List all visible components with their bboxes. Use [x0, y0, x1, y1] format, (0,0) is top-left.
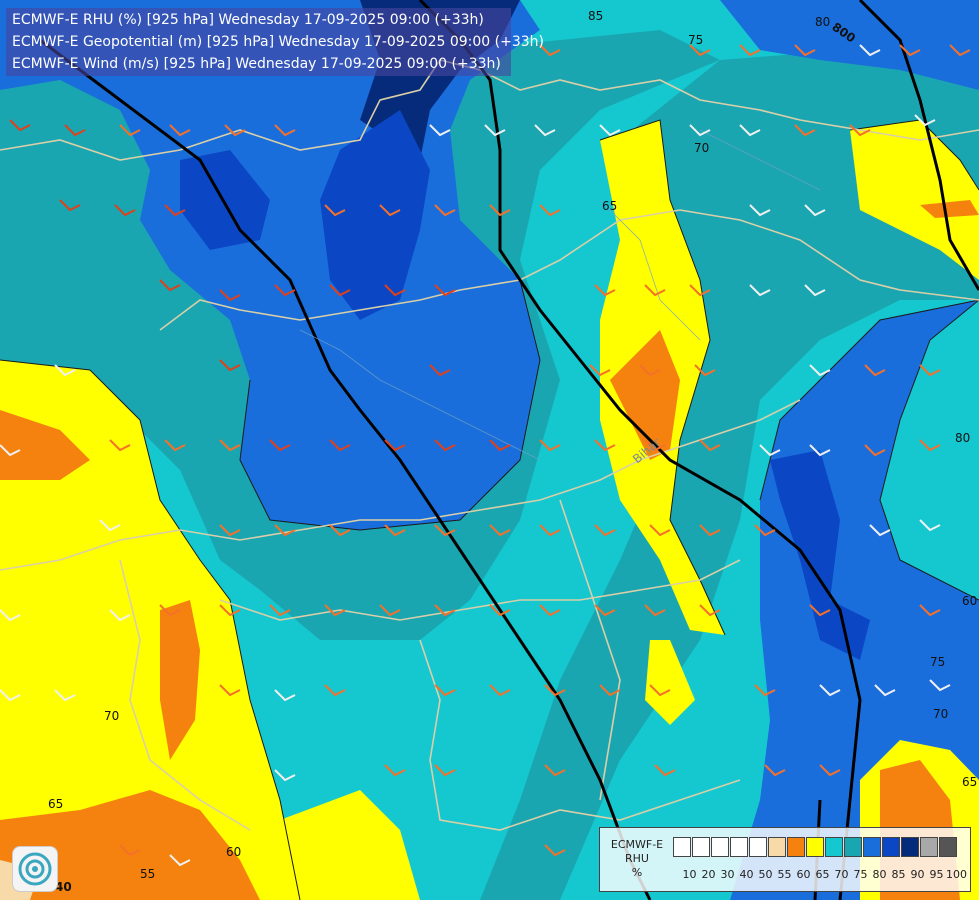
map-title-box: ECMWF-E RHU (%) [925 hPa] Wednesday 17-0… [6, 8, 544, 76]
humidity-zone-85-west [180, 150, 270, 250]
humidity-zone-65-southwest [0, 360, 300, 900]
legend-tick-label: 100 [946, 868, 967, 881]
contour-label: 65 [962, 775, 977, 789]
legend-tick-label: 10 [682, 868, 697, 881]
legend-swatch [673, 837, 691, 857]
legend-swatch [939, 837, 957, 857]
humidity-zone-60-southwest [160, 600, 200, 760]
legend-tick-label: 20 [701, 868, 716, 881]
legend-swatch [711, 837, 729, 857]
wind-barbs [0, 44, 971, 867]
legend-variable: RHU [625, 852, 649, 865]
legend-tick-label: 30 [720, 868, 735, 881]
legend-ticks: 10 20 30 40 50 55 60 65 70 75 80 85 90 95 100 [680, 868, 968, 881]
contour-label: 80 [815, 15, 830, 29]
color-legend: ECMWF-E RHU % 10 20 30 40 50 55 60 65 70 75 80 85 90… [599, 827, 971, 892]
legend-title: ECMWF-E RHU % [604, 838, 670, 880]
legend-swatch [730, 837, 748, 857]
geopotential-title: ECMWF-E Geopotential (m) [925 hPa] Wedne… [12, 34, 544, 50]
humidity-zone-65-south [645, 640, 695, 725]
legend-swatch [882, 837, 900, 857]
geopotential-lines [39, 0, 979, 900]
legend-tick-label: 65 [815, 868, 830, 881]
humidity-zone-85-east [770, 450, 870, 660]
humidity-zone-65-northeast [850, 120, 979, 280]
contour-label: 65 [48, 797, 63, 811]
contour-label: 65 [602, 199, 617, 213]
legend-tick-label: 75 [853, 868, 868, 881]
legend-swatches [673, 837, 958, 857]
rivers [299, 129, 821, 461]
contour-label: 70 [933, 707, 948, 721]
legend-swatch [920, 837, 938, 857]
contour-label: 75 [930, 655, 945, 669]
humidity-zone-60-northeast [920, 200, 979, 218]
legend-tick-label: 60 [796, 868, 811, 881]
contour-label: 60 [962, 594, 977, 608]
rhu-title: ECMWF-E RHU (%) [925 hPa] Wednesday 17-0… [12, 12, 484, 28]
legend-tick-label: 85 [891, 868, 906, 881]
legend-tick-label: 40 [739, 868, 754, 881]
humidity-zone-85-central [320, 110, 430, 320]
contour-label: 85 [588, 9, 603, 23]
humidity-zone-75-east [480, 40, 979, 900]
legend-swatch [768, 837, 786, 857]
contour-label: 55 [140, 867, 155, 881]
contour-label: 40 [55, 880, 72, 894]
humidity-contours [0, 119, 979, 900]
legend-model: ECMWF-E [610, 838, 664, 851]
humidity-zone-65-south-center [280, 790, 420, 900]
contour-label: 70 [694, 141, 709, 155]
legend-swatch [863, 837, 881, 857]
legend-swatch [901, 837, 919, 857]
humidity-zone-60-west [0, 410, 90, 480]
humidity-zone-60-south [0, 790, 260, 900]
legend-tick-label: 95 [929, 868, 944, 881]
legend-swatch [787, 837, 805, 857]
legend-tick-label: 55 [777, 868, 792, 881]
legend-swatch [692, 837, 710, 857]
legend-unit: % [631, 866, 643, 879]
legend-swatch [806, 837, 824, 857]
legend-tick-label: 70 [834, 868, 849, 881]
contour-label: 60 [226, 845, 241, 859]
legend-tick-label: 50 [758, 868, 773, 881]
legend-tick-label: 90 [910, 868, 925, 881]
wind-title: ECMWF-E Wind (m/s) [925 hPa] Wednesday 1… [12, 56, 501, 72]
contour-label: 80 [955, 431, 970, 445]
logo-icon [12, 846, 58, 892]
legend-tick-label: 80 [872, 868, 887, 881]
legend-swatch [749, 837, 767, 857]
contour-label: 75 [688, 33, 703, 47]
legend-swatch [825, 837, 843, 857]
humidity-zone-80-northeast [720, 0, 979, 90]
humidity-zone-60-corridor [610, 330, 680, 460]
legend-swatch [844, 837, 862, 857]
contour-label: 70 [104, 709, 119, 723]
